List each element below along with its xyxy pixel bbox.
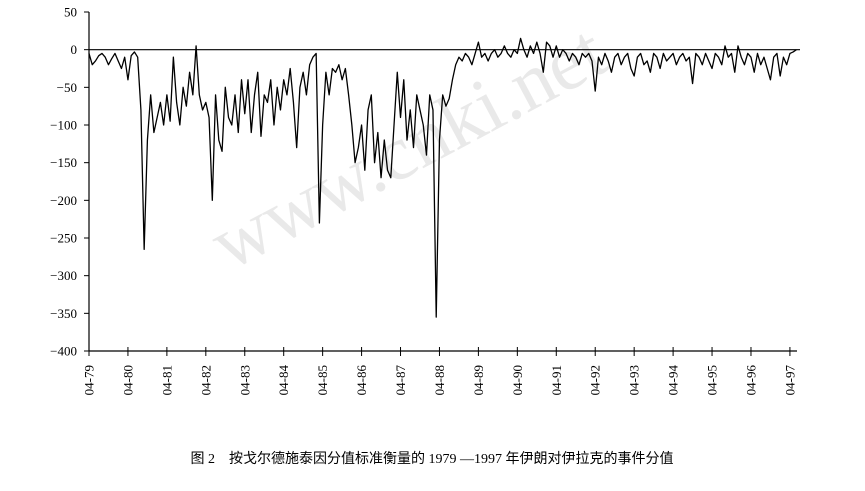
x-tick-label: 04-93 (627, 365, 642, 395)
y-tick-label: −200 (50, 193, 77, 208)
y-tick-label: −250 (50, 231, 77, 246)
x-tick-label: 04-89 (471, 365, 486, 395)
x-tick-label: 04-94 (666, 365, 681, 396)
x-tick-label: 04-79 (82, 365, 97, 395)
x-tick-label: 04-96 (743, 365, 758, 396)
data-line (88, 37, 797, 318)
x-tick-label: 04-95 (705, 365, 720, 395)
x-tick-label: 04-81 (159, 365, 174, 395)
x-tick-label: 04-87 (393, 365, 408, 396)
x-tick-label: 04-97 (782, 365, 797, 396)
x-tick-label: 04-91 (549, 365, 564, 395)
y-tick-label: −300 (50, 268, 77, 283)
x-tick-label: 04-80 (120, 365, 135, 395)
y-tick-label: 0 (71, 42, 78, 57)
x-tick-label: 04-84 (276, 365, 291, 396)
x-tick-label: 04-90 (510, 365, 525, 395)
y-tick-label: −400 (50, 344, 77, 359)
y-tick-label: −100 (50, 118, 77, 133)
y-tick-label: 50 (64, 5, 77, 20)
y-tick-label: −350 (50, 306, 77, 321)
x-tick-label: 04-83 (237, 365, 252, 395)
x-tick-label: 04-92 (588, 365, 603, 395)
x-tick-label: 04-88 (432, 365, 447, 395)
y-tick-label: −150 (50, 155, 77, 170)
caption: 图 2 按戈尔德施泰因分值标准衡量的 1979 —1997 年伊朗对伊拉克的事件… (191, 451, 674, 467)
x-tick-label: 04-85 (315, 365, 330, 395)
x-tick-label: 04-86 (354, 365, 369, 396)
y-tick-label: −50 (57, 80, 77, 95)
x-tick-label: 04-82 (198, 365, 213, 395)
